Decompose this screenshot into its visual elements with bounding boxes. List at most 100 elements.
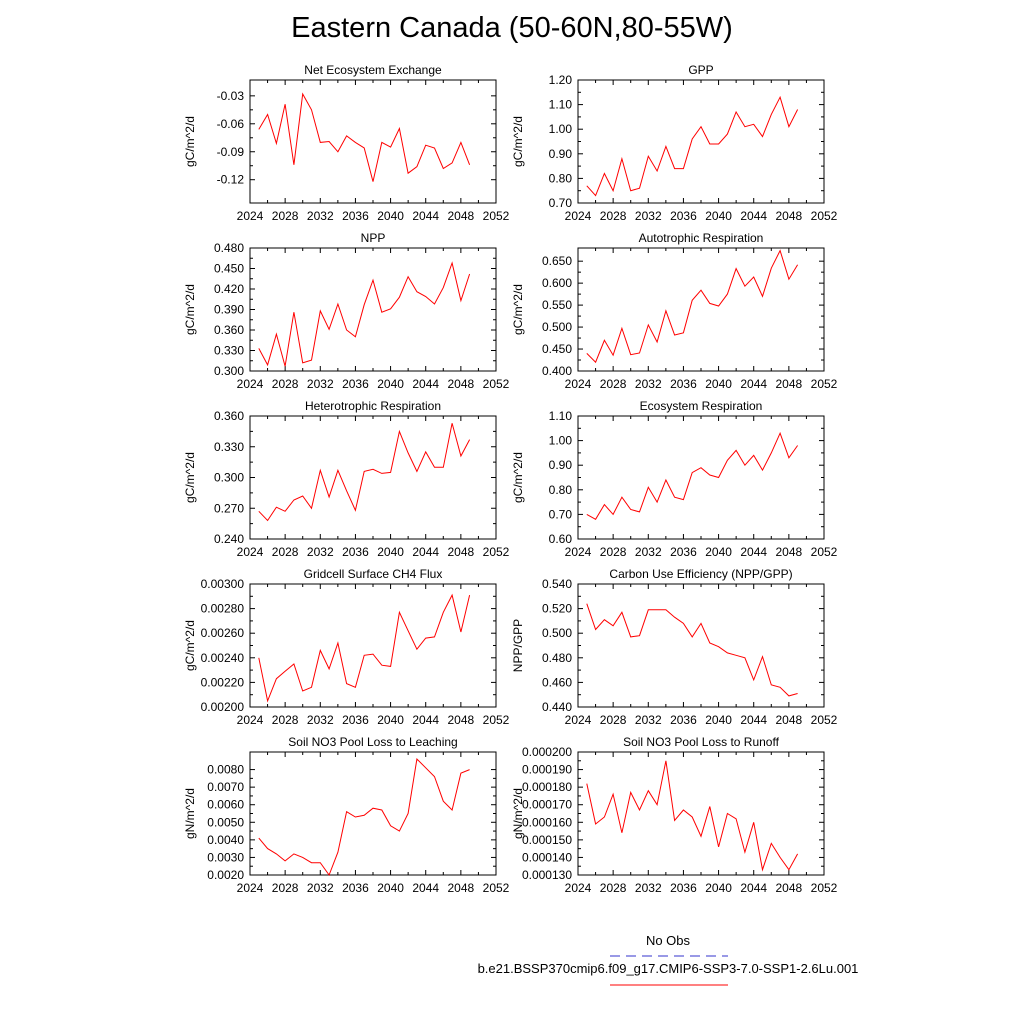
x-tick-label: 2024 bbox=[237, 545, 264, 559]
x-tick-label: 2036 bbox=[342, 377, 369, 391]
x-tick-label: 2024 bbox=[565, 881, 592, 895]
x-tick-label: 2024 bbox=[237, 209, 264, 223]
x-tick-label: 2052 bbox=[811, 881, 838, 895]
panel-title: Ecosystem Respiration bbox=[640, 399, 763, 413]
x-tick-label: 2032 bbox=[635, 545, 662, 559]
plot-frame bbox=[577, 415, 825, 540]
series-line bbox=[586, 431, 799, 520]
x-tick-label: 2028 bbox=[600, 377, 627, 391]
y-tick-label: 0.000190 bbox=[522, 763, 572, 777]
y-tick-label: -0.06 bbox=[217, 117, 245, 131]
y-tick-label: 0.00200 bbox=[201, 700, 245, 714]
y-axis-label: NPP/GPP bbox=[511, 619, 525, 672]
x-tick-label: 2044 bbox=[412, 209, 439, 223]
y-axis-label: gC/m^2/d bbox=[511, 452, 525, 503]
y-tick-label: 0.600 bbox=[542, 276, 572, 290]
x-tick-label: 2044 bbox=[412, 713, 439, 727]
y-tick-label: 0.0080 bbox=[207, 763, 244, 777]
x-tick-label: 2044 bbox=[740, 209, 767, 223]
panel-title: Gridcell Surface CH4 Flux bbox=[304, 567, 443, 581]
x-tick-label: 2044 bbox=[740, 713, 767, 727]
x-tick-label: 2040 bbox=[705, 377, 732, 391]
panel-title: NPP bbox=[361, 231, 386, 245]
y-tick-label: 0.00260 bbox=[201, 626, 245, 640]
x-tick-label: 2040 bbox=[705, 545, 732, 559]
y-tick-label: 0.420 bbox=[214, 282, 244, 296]
x-tick-label: 2024 bbox=[565, 545, 592, 559]
panel-3: 2024 2028 2032 2036 2040 2044 2048 2052 0.400 0.4… bbox=[511, 231, 838, 391]
y-tick-label: 0.650 bbox=[542, 254, 572, 268]
x-tick-label: 2048 bbox=[448, 881, 475, 895]
x-tick-label: 2048 bbox=[776, 209, 803, 223]
x-tick-label: 2036 bbox=[342, 209, 369, 223]
x-tick-label: 2048 bbox=[448, 545, 475, 559]
x-tick-label: 2032 bbox=[307, 377, 334, 391]
x-tick-label: 2040 bbox=[377, 713, 404, 727]
x-tick-label: 2040 bbox=[377, 209, 404, 223]
x-tick-label: 2052 bbox=[483, 545, 510, 559]
x-tick-label: 2036 bbox=[670, 713, 697, 727]
x-tick-label: 2028 bbox=[600, 713, 627, 727]
x-tick-label: 2028 bbox=[272, 209, 299, 223]
panel-title: Soil NO3 Pool Loss to Leaching bbox=[288, 735, 457, 749]
x-tick-label: 2048 bbox=[776, 713, 803, 727]
x-tick-label: 2032 bbox=[307, 713, 334, 727]
x-tick-label: 2052 bbox=[811, 377, 838, 391]
x-tick-label: 2040 bbox=[377, 377, 404, 391]
y-tick-label: -0.12 bbox=[217, 173, 245, 187]
y-tick-label: 0.360 bbox=[214, 323, 244, 337]
y-axis-label: gC/m^2/d bbox=[183, 116, 197, 167]
x-tick-label: 2044 bbox=[740, 377, 767, 391]
y-axis-label: gC/m^2/d bbox=[511, 284, 525, 335]
x-tick-label: 2040 bbox=[377, 545, 404, 559]
x-tick-label: 2032 bbox=[307, 209, 334, 223]
y-tick-label: 0.520 bbox=[542, 602, 572, 616]
y-tick-label: 0.00240 bbox=[201, 651, 245, 665]
y-tick-label: 1.20 bbox=[549, 73, 573, 87]
x-tick-label: 2040 bbox=[705, 713, 732, 727]
panel-5: 2024 2028 2032 2036 2040 2044 2048 2052 0.60 0.70… bbox=[511, 399, 838, 559]
y-tick-label: 0.390 bbox=[214, 303, 244, 317]
x-tick-label: 2028 bbox=[272, 377, 299, 391]
y-tick-label: 0.000130 bbox=[522, 868, 572, 882]
x-tick-label: 2024 bbox=[565, 209, 592, 223]
y-tick-label: 0.450 bbox=[214, 262, 244, 276]
panel-2: 2024 2028 2032 2036 2040 2044 2048 2052 0.300 0.3… bbox=[183, 231, 510, 391]
x-tick-label: 2048 bbox=[448, 713, 475, 727]
x-tick-label: 2024 bbox=[237, 881, 264, 895]
chart-title: Eastern Canada (50-60N,80-55W) bbox=[291, 12, 733, 44]
y-tick-label: 0.90 bbox=[549, 147, 573, 161]
y-axis-label: gC/m^2/d bbox=[183, 284, 197, 335]
y-tick-label: 0.270 bbox=[214, 501, 244, 515]
panel-0: 2024 2028 2032 2036 2040 2044 2048 2052 -0.03 -0.… bbox=[183, 63, 510, 223]
panel-4: 2024 2028 2032 2036 2040 2044 2048 2052 0.240 0.2… bbox=[183, 399, 510, 559]
series-line bbox=[258, 593, 471, 703]
panel-title: Carbon Use Efficiency (NPP/GPP) bbox=[609, 567, 792, 581]
x-tick-label: 2052 bbox=[483, 377, 510, 391]
y-tick-label: -0.09 bbox=[217, 145, 245, 159]
plot-frame bbox=[249, 583, 497, 708]
y-tick-label: 0.500 bbox=[542, 320, 572, 334]
y-tick-label: -0.03 bbox=[217, 89, 245, 103]
x-tick-label: 2048 bbox=[776, 377, 803, 391]
y-tick-label: 0.0040 bbox=[207, 833, 244, 847]
legend: No Obs b.e21.BSSP370cmip6.f09_g17.CMIP6-S… bbox=[478, 933, 858, 986]
y-tick-label: 0.70 bbox=[549, 507, 573, 521]
y-tick-label: 0.450 bbox=[542, 342, 572, 356]
y-tick-label: 0.540 bbox=[542, 577, 572, 591]
series-line bbox=[586, 249, 799, 364]
y-tick-label: 0.480 bbox=[214, 241, 244, 255]
y-tick-label: 0.300 bbox=[214, 471, 244, 485]
x-tick-label: 2044 bbox=[740, 881, 767, 895]
y-tick-label: 0.0050 bbox=[207, 815, 244, 829]
y-tick-label: 0.0020 bbox=[207, 868, 244, 882]
panel-9: 2024 2028 2032 2036 2040 2044 2048 2052 0.000130… bbox=[511, 735, 838, 895]
x-tick-label: 2044 bbox=[412, 377, 439, 391]
y-tick-label: 0.000140 bbox=[522, 850, 572, 864]
series-line bbox=[258, 423, 471, 522]
x-tick-label: 2048 bbox=[776, 545, 803, 559]
y-tick-label: 0.00280 bbox=[201, 602, 245, 616]
x-tick-label: 2044 bbox=[412, 881, 439, 895]
x-tick-label: 2032 bbox=[307, 545, 334, 559]
plot-frame bbox=[249, 751, 497, 876]
